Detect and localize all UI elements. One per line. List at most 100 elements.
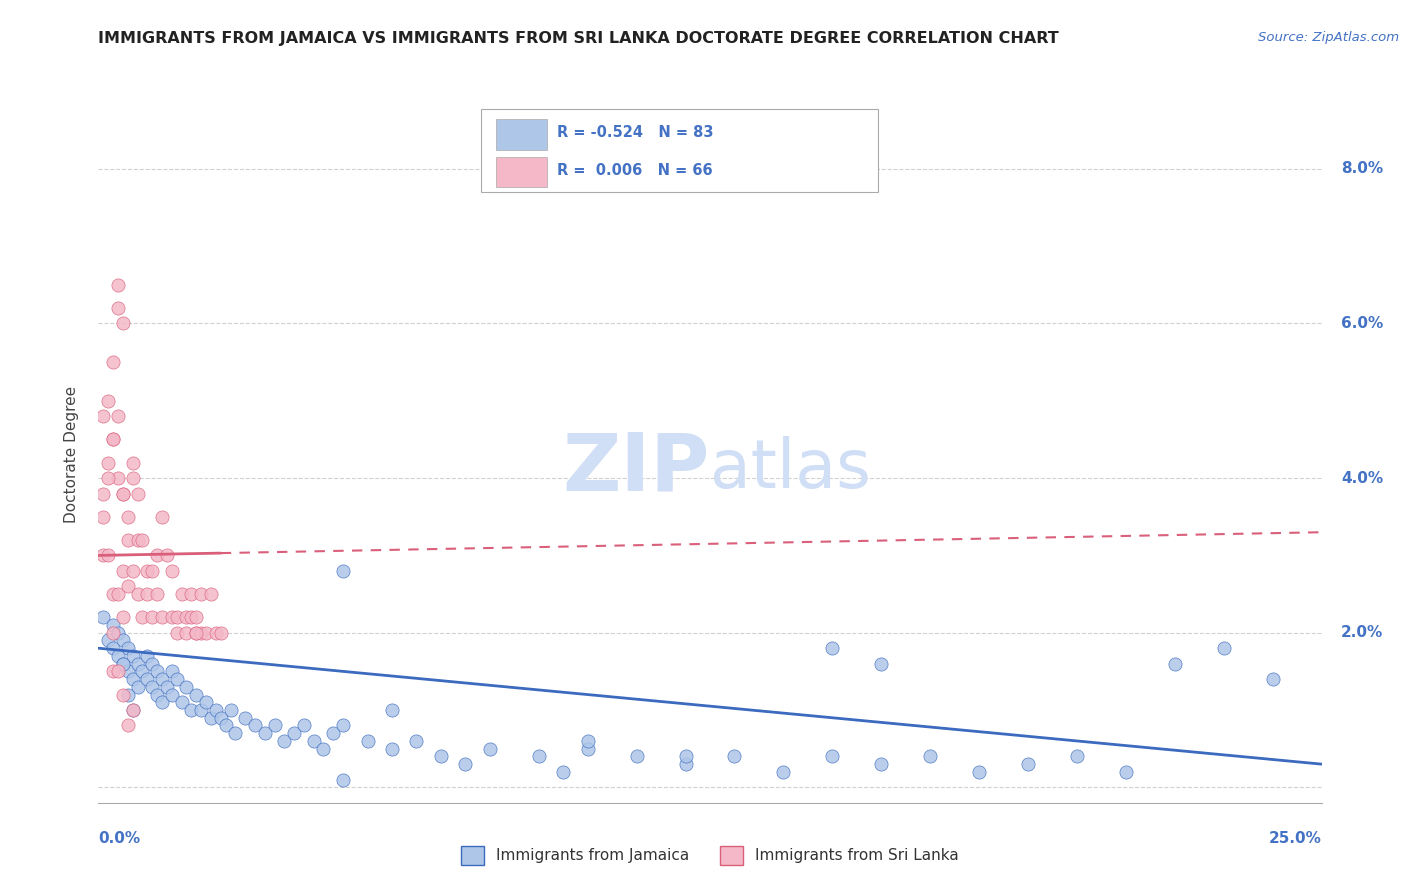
Text: ZIP: ZIP	[562, 430, 710, 508]
Point	[156, 680, 179, 694]
Point	[107, 625, 129, 640]
Point	[186, 625, 208, 640]
Point	[136, 648, 159, 663]
Point	[101, 433, 124, 447]
Point	[97, 471, 120, 485]
Point	[117, 665, 139, 679]
Point	[111, 610, 134, 624]
Point	[166, 672, 188, 686]
Point	[356, 734, 378, 748]
Point	[675, 757, 697, 772]
Point	[146, 587, 169, 601]
Point	[117, 509, 139, 524]
Point	[156, 549, 179, 563]
Point	[127, 587, 149, 601]
Point	[117, 718, 139, 732]
Point	[454, 757, 477, 772]
Point	[117, 533, 139, 547]
Point	[101, 433, 124, 447]
Point	[136, 564, 159, 578]
Point	[553, 764, 575, 779]
Point	[527, 749, 550, 764]
Point	[121, 471, 143, 485]
Point	[180, 703, 202, 717]
Point	[273, 734, 295, 748]
Point	[967, 764, 990, 779]
Point	[117, 688, 139, 702]
Point	[180, 587, 202, 601]
Point	[160, 564, 183, 578]
Point	[253, 726, 276, 740]
Point	[150, 610, 173, 624]
Point	[111, 486, 134, 500]
Point	[205, 703, 228, 717]
Point	[101, 625, 124, 640]
Point	[107, 277, 129, 292]
Point	[176, 610, 198, 624]
Text: IMMIGRANTS FROM JAMAICA VS IMMIGRANTS FROM SRI LANKA DOCTORATE DEGREE CORRELATIO: IMMIGRANTS FROM JAMAICA VS IMMIGRANTS FR…	[98, 31, 1059, 46]
Point	[576, 741, 599, 756]
Point	[1017, 757, 1039, 772]
Point	[186, 610, 208, 624]
Text: Source: ZipAtlas.com: Source: ZipAtlas.com	[1258, 31, 1399, 45]
Point	[312, 741, 335, 756]
Point	[170, 695, 193, 709]
Point	[97, 456, 120, 470]
Point	[1115, 764, 1137, 779]
Point	[131, 533, 153, 547]
Point	[127, 486, 149, 500]
Point	[626, 749, 648, 764]
Point	[121, 648, 143, 663]
Point	[121, 456, 143, 470]
Point	[97, 633, 120, 648]
Legend: Immigrants from Jamaica, Immigrants from Sri Lanka: Immigrants from Jamaica, Immigrants from…	[461, 847, 959, 864]
Point	[576, 734, 599, 748]
Point	[405, 734, 427, 748]
Point	[111, 317, 134, 331]
Point	[478, 741, 501, 756]
Text: atlas: atlas	[710, 436, 870, 502]
Point	[1212, 641, 1234, 656]
Point	[101, 618, 124, 632]
Point	[160, 688, 183, 702]
Point	[141, 610, 163, 624]
Point	[332, 718, 354, 732]
Point	[111, 633, 134, 648]
Point	[430, 749, 453, 764]
Point	[160, 610, 183, 624]
Point	[176, 680, 198, 694]
Point	[186, 625, 208, 640]
Point	[127, 533, 149, 547]
Point	[195, 625, 218, 640]
Point	[1164, 657, 1187, 671]
Point	[121, 672, 143, 686]
Point	[772, 764, 794, 779]
Point	[219, 703, 242, 717]
Point	[146, 549, 169, 563]
Point	[107, 665, 129, 679]
Point	[170, 587, 193, 601]
Point	[91, 549, 114, 563]
Point	[150, 509, 173, 524]
Point	[107, 648, 129, 663]
Text: R = -0.524   N = 83: R = -0.524 N = 83	[557, 126, 714, 140]
Point	[233, 711, 256, 725]
Point	[121, 703, 143, 717]
Point	[190, 587, 212, 601]
Text: 25.0%: 25.0%	[1268, 830, 1322, 846]
Point	[302, 734, 325, 748]
Point	[146, 688, 169, 702]
Point	[322, 726, 344, 740]
Point	[723, 749, 745, 764]
Point	[180, 610, 202, 624]
Point	[111, 657, 134, 671]
Point	[224, 726, 246, 740]
Point	[214, 718, 236, 732]
Point	[131, 665, 153, 679]
Point	[821, 641, 844, 656]
Point	[200, 587, 222, 601]
FancyBboxPatch shape	[496, 157, 547, 187]
Point	[107, 301, 129, 315]
Point	[332, 772, 354, 787]
Point	[243, 718, 266, 732]
